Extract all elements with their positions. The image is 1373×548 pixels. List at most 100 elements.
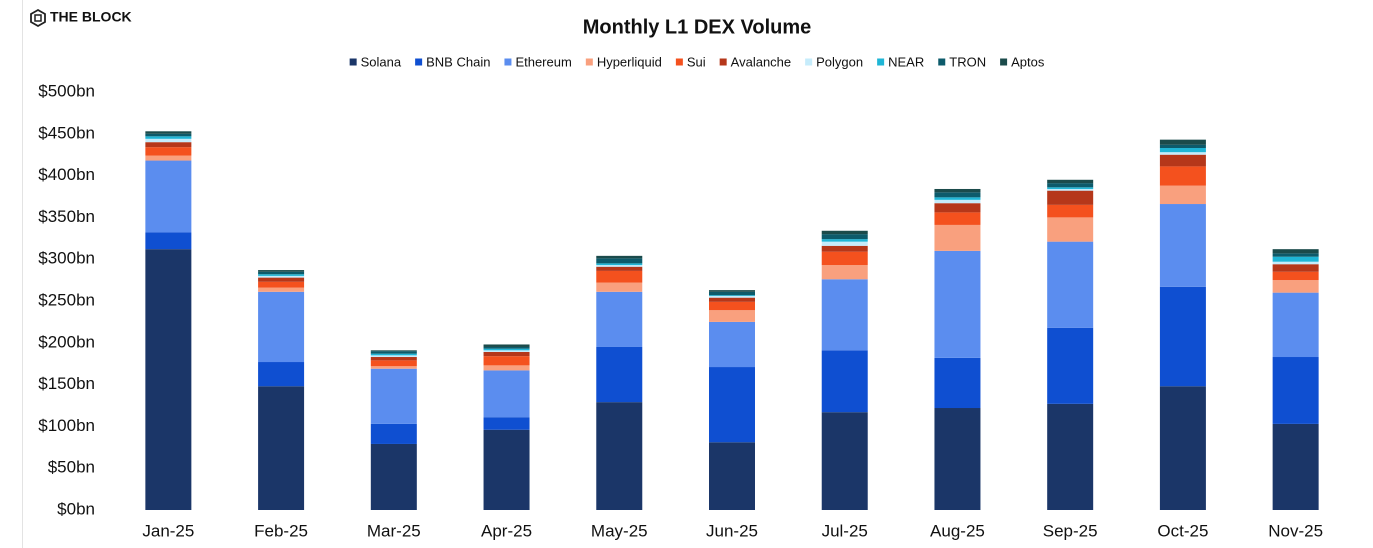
x-tick-label: Jun-25 <box>706 521 758 540</box>
legend-label: Hyperliquid <box>597 54 662 69</box>
legend-label: Solana <box>361 54 402 69</box>
bar-segment <box>596 282 643 292</box>
bar-segment <box>821 265 868 280</box>
bar-segment <box>1272 357 1319 424</box>
x-tick-label: Nov-25 <box>1268 521 1323 540</box>
x-tick-label: Sep-25 <box>1043 521 1098 540</box>
y-tick-label: $500bn <box>38 81 95 100</box>
bar-segment <box>821 230 868 235</box>
bar-segment <box>596 255 643 259</box>
bar-segment <box>821 234 868 240</box>
legend-label: Aptos <box>1011 54 1045 69</box>
y-tick-label: $250bn <box>38 290 95 309</box>
legend-label: BNB Chain <box>426 54 490 69</box>
bar-segment <box>596 291 643 347</box>
bar-segment <box>483 365 530 371</box>
bar-segment <box>1047 241 1094 328</box>
legend-swatch <box>585 58 593 66</box>
bar-segment <box>821 412 868 510</box>
bar-segment <box>258 287 305 292</box>
x-tick-label: Mar-25 <box>367 521 421 540</box>
legend-label: NEAR <box>888 54 924 69</box>
bar-segment <box>1159 286 1206 387</box>
bar-segment <box>145 136 192 139</box>
bar-segment <box>145 147 192 156</box>
bar-segment <box>1159 144 1206 149</box>
legend-swatch <box>938 58 946 66</box>
bar-segment <box>1047 217 1094 242</box>
bar-segment <box>1272 253 1319 257</box>
bar-segment <box>934 357 981 409</box>
legend-swatch <box>877 58 885 66</box>
bar-segment <box>370 423 417 444</box>
bar-segment <box>596 258 643 264</box>
bar-segment <box>1047 187 1094 189</box>
bar-segment <box>1159 166 1206 186</box>
bar-segment <box>258 277 305 282</box>
bar-segment <box>1159 154 1206 167</box>
bar-segment <box>709 290 755 292</box>
bar-segment <box>1159 185 1206 205</box>
bar-segment <box>1159 139 1206 145</box>
bar-segment <box>483 429 530 510</box>
bar-segment <box>370 355 417 358</box>
bar-segment <box>1047 204 1094 218</box>
bar-segment <box>1047 190 1094 205</box>
y-tick-label: $400bn <box>38 165 95 184</box>
bar-segment <box>821 279 868 351</box>
bar-segment <box>1272 256 1319 262</box>
bar-segment <box>145 142 192 148</box>
y-tick-label: $150bn <box>38 374 95 393</box>
bar-segment <box>934 203 981 213</box>
bar-segment <box>709 291 755 296</box>
bar-segment <box>258 362 305 387</box>
bar-segment <box>258 386 305 510</box>
bar-segment <box>370 360 417 367</box>
legend-swatch <box>1000 58 1008 66</box>
bar-segment <box>483 417 530 430</box>
bar-segment <box>1272 249 1319 254</box>
bar-segment <box>1047 188 1094 191</box>
bar-segment <box>934 250 981 358</box>
bar-segment <box>145 131 192 134</box>
bar-segment <box>821 245 868 252</box>
legend-label: Polygon <box>816 54 863 69</box>
bar-segment <box>821 239 868 242</box>
y-tick-label: $350bn <box>38 207 95 226</box>
bar-segment <box>596 263 643 266</box>
bar-segment <box>1272 423 1319 510</box>
bar-segment <box>821 350 868 413</box>
bar-segment <box>370 350 417 352</box>
bar-segment <box>934 224 981 251</box>
x-tick-label: Apr-25 <box>481 521 532 540</box>
y-tick-label: $300bn <box>38 249 95 268</box>
y-tick-label: $450bn <box>38 123 95 142</box>
bar-segment <box>145 249 192 510</box>
bar-segment <box>370 366 417 369</box>
bar-segment <box>821 241 868 246</box>
bar-segment <box>370 357 417 361</box>
bar-segment <box>709 310 755 322</box>
bar-segment <box>1272 264 1319 272</box>
bar-segment <box>596 402 643 510</box>
bar-segment <box>709 442 755 510</box>
bar-segment <box>370 351 417 354</box>
bar-segment <box>1159 204 1206 287</box>
y-tick-label: $50bn <box>48 458 95 477</box>
bar-segment <box>483 344 530 347</box>
legend-swatch <box>675 58 683 66</box>
brand-logo <box>30 8 46 28</box>
bar-segment <box>1047 179 1094 184</box>
bar-segment <box>821 251 868 266</box>
bar-segment <box>934 188 981 193</box>
bar-segment <box>258 270 305 272</box>
x-tick-label: Jul-25 <box>822 521 868 540</box>
bar-segment <box>1272 292 1319 358</box>
bar-segment <box>370 443 417 510</box>
legend-label: TRON <box>949 54 986 69</box>
bar-segment <box>934 199 981 204</box>
bar-segment <box>258 281 305 288</box>
bar-segment <box>709 295 755 296</box>
y-tick-label: $100bn <box>38 416 95 435</box>
